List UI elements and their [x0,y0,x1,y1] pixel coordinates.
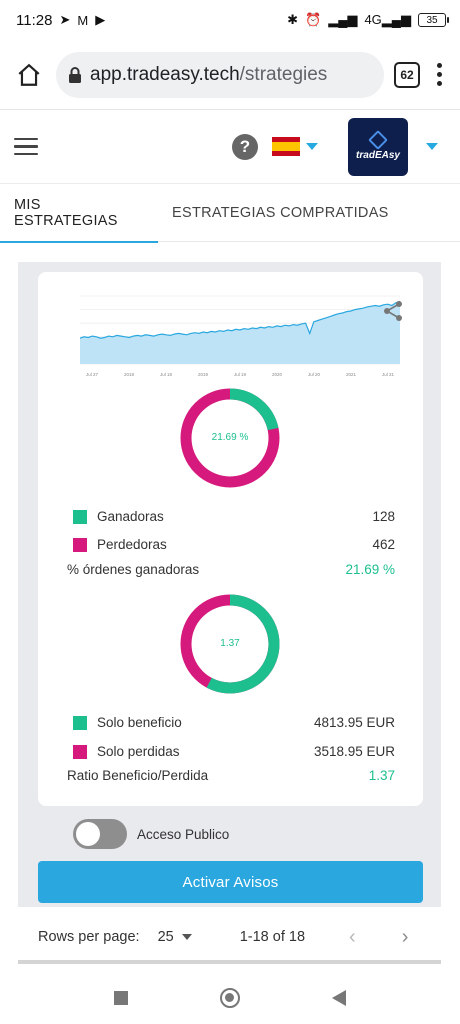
telegram-icon: ➤ [59,12,71,27]
x-tick-label: Jul 18 [160,372,173,377]
url-text: app.tradeasy.tech/strategies [90,63,328,85]
tradeasy-logo: tradEAsy [348,117,408,176]
chevron-down-icon [426,143,438,150]
winning-orders-arc [180,388,280,488]
magenta-swatch [73,744,87,759]
legend-ganadoras: Ganadoras 128 [73,509,395,524]
4g-signal-icon: 4G▂▄▆ [364,12,411,27]
profit-donut-label: 1.37 [220,638,240,649]
strategy-tabs: MIS ESTRATEGIAS ESTRATEGIAS COMPRATIDAS [0,184,460,243]
app-header: ? tradEAsy [0,110,460,184]
gmail-icon: M [77,12,89,28]
hamburger-menu-icon[interactable] [14,137,38,156]
profit-ratio-row: Ratio Beneficio/Perdida 1.37 [67,768,395,783]
status-bar: 11:28 ➤ M ▶ ✱ ⏰ ▂▄▆ 4G▂▄▆ 35 [0,0,460,40]
legend-solo-perdidas: Solo perdidas 3518.95 EUR [73,744,395,759]
browser-menu-button[interactable] [430,63,448,86]
strategy-card: Jul 27 2018 Jul 18 2019 Jul 19 2020 Jul 20 2021… [38,272,423,806]
activar-avisos-button[interactable]: Activar Avisos [38,861,423,903]
green-swatch [73,715,87,730]
play-icon: ▶ [95,12,106,27]
green-swatch [73,509,87,524]
address-bar[interactable]: app.tradeasy.tech/strategies [56,51,384,98]
browser-toolbar: app.tradeasy.tech/strategies 62 [0,40,460,110]
account-selector[interactable]: tradEAsy [348,117,446,176]
bluetooth-icon: ✱ [287,12,299,27]
acceso-publico-toggle[interactable] [73,819,127,849]
x-tick-label: Jul 19 [234,372,247,377]
home-icon [18,63,40,86]
legend-perdedoras: Perdedoras 462 [73,537,395,552]
home-nav-button[interactable] [220,988,240,1008]
x-tick-label: 2020 [272,372,283,377]
table-pagination: Rows per page: 25 1-18 of 18 ‹ › [18,914,441,964]
orders-ratio-row: % órdenes ganadoras 21.69 % [67,562,395,577]
chart-series-line [79,300,401,339]
home-button[interactable] [12,58,46,92]
orders-donut-chart [180,388,280,488]
tab-switcher-button[interactable]: 62 [394,61,420,88]
x-tick-label: Jul 20 [308,372,321,377]
strategy-panel: Jul 27 2018 Jul 18 2019 Jul 19 2020 Jul 20 2021… [18,262,441,907]
system-nav-bar [0,972,460,1024]
spain-flag-icon [272,137,300,156]
legend-solo-beneficio: Solo beneficio 4813.95 EUR [73,715,395,730]
x-tick-label: Jul 21 [382,372,395,377]
previous-page-button[interactable]: ‹ [349,925,356,948]
tab-mis-estrategias[interactable]: MIS ESTRATEGIAS [0,184,158,243]
lock-icon [69,66,81,83]
recents-button[interactable] [114,991,128,1005]
acceso-publico-label: Acceso Publico [137,826,230,842]
signal-icon: ▂▄▆ [328,12,358,27]
equity-chart: Jul 27 2018 Jul 18 2019 Jul 19 2020 Jul 20 2021… [79,295,401,377]
profit-donut-chart [180,594,280,694]
language-selector[interactable] [272,118,330,176]
time: 11:28 [16,11,53,29]
rows-per-page-select[interactable]: 25 [158,929,192,945]
tab-estrategias-compartidas[interactable]: ESTRATEGIAS COMPRATIDAS [172,205,389,221]
help-icon[interactable]: ? [232,133,258,160]
acceso-publico-row: Acceso Publico [73,819,229,849]
caret-down-icon [181,934,192,940]
x-tick-label: 2021 [346,372,357,377]
back-button[interactable] [332,990,346,1006]
x-tick-label: 2018 [124,372,135,377]
orders-donut-label: 21.69 % [211,432,249,443]
profit-arc [180,594,280,694]
rows-per-page-label: Rows per page: [38,929,140,945]
next-page-button[interactable]: › [401,925,409,948]
alarm-icon: ⏰ [305,12,322,27]
x-tick-label: 2019 [198,372,209,377]
share-icon[interactable] [382,300,404,322]
chart-series-area [80,301,400,364]
battery-icon: 35 [418,13,449,27]
x-tick-label: Jul 27 [86,372,99,377]
magenta-swatch [73,537,87,552]
page-range: 1-18 of 18 [239,929,306,945]
chevron-down-icon [306,143,318,150]
